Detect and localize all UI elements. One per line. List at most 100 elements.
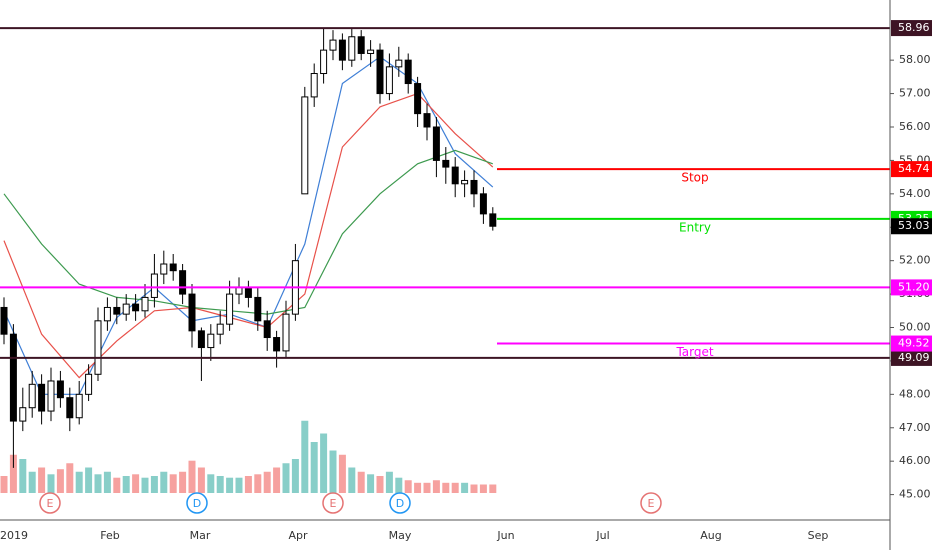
volume-bar <box>338 454 346 493</box>
price-box <box>891 349 932 366</box>
candle-body <box>479 193 487 215</box>
volume-bar <box>122 476 130 493</box>
candle-body <box>263 320 271 339</box>
price-box <box>891 161 932 178</box>
volume-bar <box>75 471 83 493</box>
volume-bar <box>197 467 205 493</box>
y-tick-label: 46.00 <box>899 454 931 467</box>
volume-bar <box>329 450 337 493</box>
candle-body <box>0 306 8 335</box>
volume-bar <box>244 476 252 493</box>
candle-body <box>122 303 130 315</box>
volume-bar <box>254 474 262 493</box>
x-tick-label: Sep <box>808 529 829 542</box>
volume-bar <box>404 480 412 493</box>
volume-bar <box>414 482 422 493</box>
moving-average <box>3 92 494 379</box>
candle-body <box>160 263 168 275</box>
volume-bar <box>301 420 309 493</box>
volume-bar <box>291 459 299 493</box>
price-box-label: 49.09 <box>898 351 930 364</box>
volume-bar <box>367 474 375 493</box>
candle-body <box>432 126 440 161</box>
candle-body <box>226 293 234 325</box>
volume-bar <box>66 463 74 493</box>
candle-body <box>66 397 74 419</box>
candle-body <box>56 380 64 399</box>
event-label: E <box>330 497 337 510</box>
volume-bar <box>207 474 215 493</box>
candle-body <box>310 73 318 98</box>
volume-bar <box>357 471 365 493</box>
price-box <box>891 218 932 235</box>
candle-body <box>75 393 83 419</box>
x-tick-label: Apr <box>288 529 308 542</box>
candle-body <box>150 273 158 298</box>
volume-bar <box>113 477 121 493</box>
volume-bar <box>9 454 17 493</box>
volume-bar <box>376 476 384 493</box>
event-label: D <box>396 497 404 510</box>
candle-body <box>244 286 252 298</box>
volume-bar <box>273 467 281 493</box>
volume-bar <box>38 467 46 493</box>
volume-bar <box>282 463 290 493</box>
candle-body <box>470 179 478 195</box>
price-box-label: 51.20 <box>898 280 930 293</box>
volume-bar <box>56 469 64 493</box>
level-label: Stop <box>681 171 708 185</box>
y-tick-label: 48.00 <box>899 387 931 400</box>
price-box-label: 58.96 <box>898 21 930 34</box>
volume-bar <box>0 476 8 493</box>
y-tick-label: 52.00 <box>899 254 931 267</box>
level-label: Target <box>675 345 713 359</box>
volume-bar <box>47 474 55 493</box>
volume-bar <box>470 484 478 493</box>
candle-body <box>216 323 224 335</box>
volume-bar <box>235 477 243 493</box>
event-marker <box>389 492 411 514</box>
candle-body <box>94 320 102 375</box>
volume-bar <box>348 467 356 493</box>
candle-body <box>320 49 328 75</box>
volume-bar <box>85 467 93 493</box>
volume-bar <box>479 484 487 493</box>
volume-bar <box>169 474 177 493</box>
candle-body <box>113 306 121 315</box>
price-box <box>891 20 932 37</box>
y-tick-label: 45.00 <box>899 488 931 501</box>
candle-body <box>169 263 177 272</box>
candle-body <box>207 333 215 349</box>
volume-bar <box>489 484 497 493</box>
event-marker <box>640 492 662 514</box>
candle-body <box>85 373 93 395</box>
candle-body <box>301 96 309 195</box>
candle-body <box>235 286 243 295</box>
candle-body <box>423 113 431 128</box>
candle-body <box>461 179 469 185</box>
candle-body <box>273 337 281 352</box>
volume-bar <box>19 459 27 493</box>
candle-body <box>103 306 111 322</box>
candle-body <box>338 39 346 61</box>
candle-body <box>188 293 196 332</box>
price-box-label: 53.03 <box>898 219 930 232</box>
volume-bar <box>103 471 111 493</box>
candle-body <box>141 296 149 312</box>
event-marker <box>39 492 61 514</box>
x-tick-label: Mar <box>190 529 211 542</box>
volume-bar <box>461 482 469 493</box>
candle-body <box>28 383 36 409</box>
candle-body <box>489 213 497 227</box>
candle-body <box>385 66 393 95</box>
volume-bar <box>216 476 224 493</box>
event-label: E <box>648 497 655 510</box>
candle-body <box>19 407 27 422</box>
candle-body <box>254 296 262 322</box>
candle-body <box>329 39 337 51</box>
candle-body <box>38 383 46 412</box>
candle-body <box>414 83 422 115</box>
volume-bar <box>160 471 168 493</box>
event-label: D <box>193 497 201 510</box>
